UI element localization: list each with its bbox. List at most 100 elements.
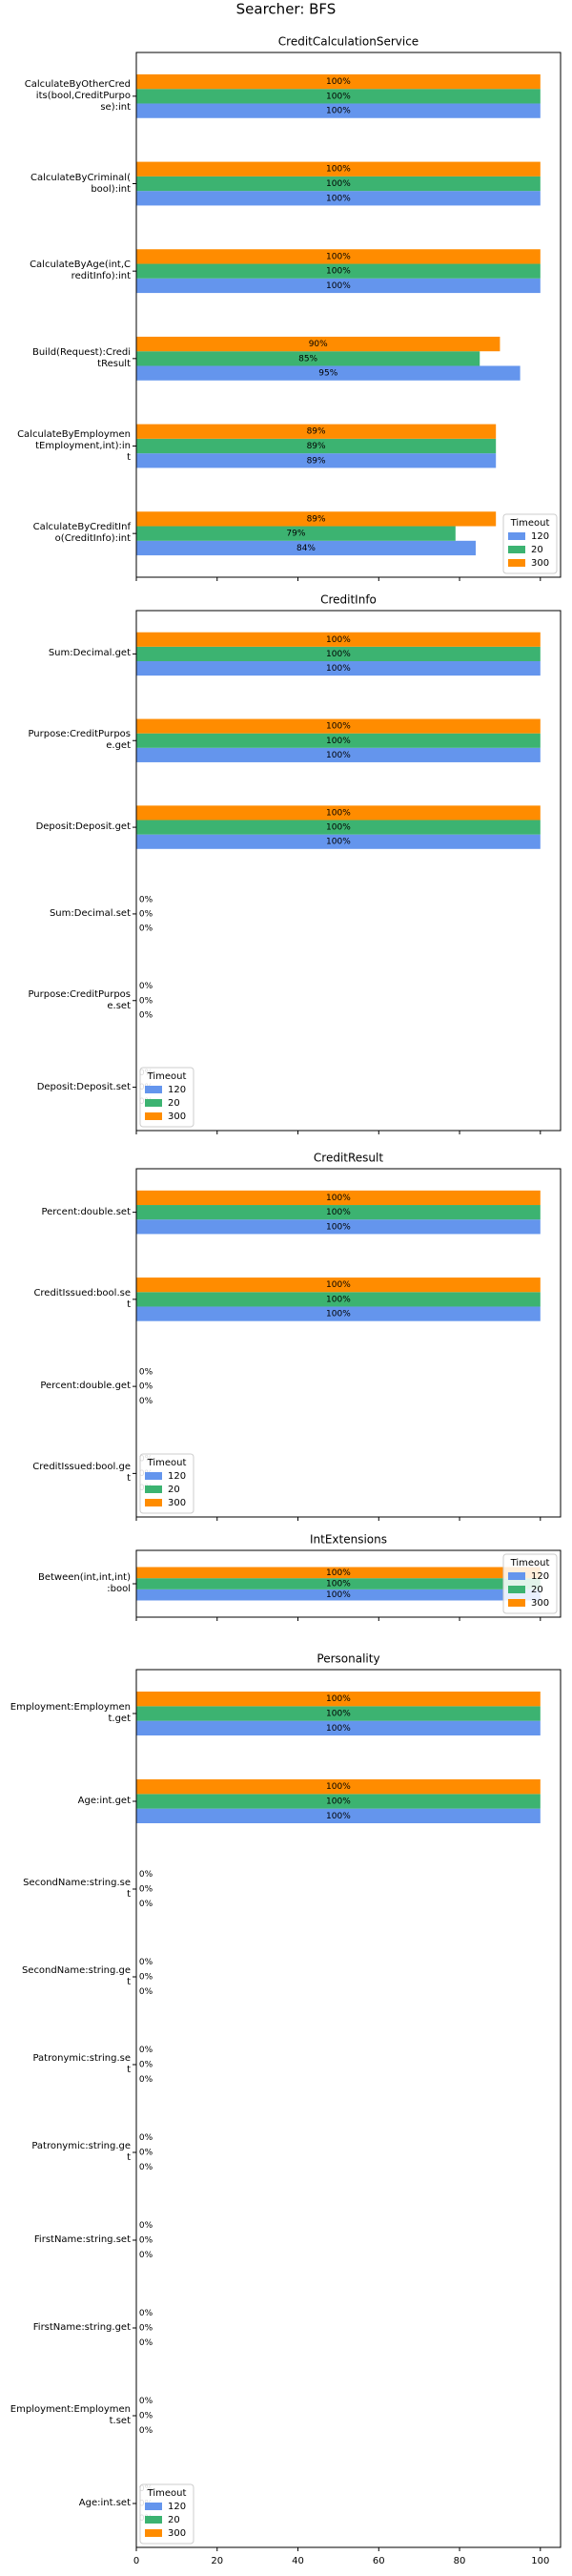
y-tick-label: Purpose:CreditPurpos e.get: [28, 729, 131, 752]
value-label: 100%: [326, 722, 351, 732]
y-tick-label: CreditIssued:bool.ge t: [32, 1462, 131, 1485]
bar: [136, 1306, 541, 1321]
value-label: 0%: [139, 2075, 153, 2085]
legend-title: Timeout: [510, 1558, 550, 1568]
legend-label: 120: [168, 1471, 186, 1482]
bar: [136, 1219, 541, 1235]
legend-swatch: [145, 2529, 162, 2537]
y-tick-label: Sum:Decimal.set: [49, 907, 131, 919]
legend-label: 120: [531, 531, 549, 542]
value-label: 0%: [139, 996, 153, 1006]
bar: [136, 1567, 541, 1579]
legend-swatch: [508, 1599, 525, 1607]
legend-box: [139, 2483, 194, 2545]
value-label: 100%: [326, 77, 351, 87]
y-tick-label: Patronymic:string.ge t: [31, 2141, 131, 2163]
y-tick-label: SecondName:string.ge t: [21, 1965, 131, 1987]
bar: [136, 733, 541, 748]
legend-box: [502, 1553, 558, 1614]
value-label: 79%: [286, 530, 305, 539]
legend-swatch: [145, 1485, 162, 1493]
value-label: 100%: [326, 92, 351, 101]
bar: [136, 453, 497, 468]
value-label: 100%: [326, 1194, 351, 1203]
axes-frame: [135, 1669, 562, 2548]
legend-swatch: [145, 1472, 162, 1480]
bar: [136, 191, 541, 206]
value-label: 100%: [326, 1580, 351, 1589]
value-label: 89%: [307, 442, 326, 451]
value-label: 100%: [326, 1812, 351, 1821]
bar: [136, 1794, 541, 1809]
value-label: 0%: [139, 1987, 153, 1997]
legend-swatch: [508, 532, 525, 540]
chart-title: Personality: [317, 1652, 379, 1666]
value-label: 100%: [326, 751, 351, 760]
value-label: 84%: [296, 544, 316, 553]
axes-frame: [135, 1168, 562, 1518]
legend-swatch: [145, 1112, 162, 1120]
y-tick-label: Employment:Employmen t.set: [10, 2404, 131, 2426]
value-label: 100%: [326, 808, 351, 818]
value-label: 100%: [326, 1295, 351, 1304]
bar: [136, 1278, 541, 1293]
bar: [136, 1190, 541, 1206]
value-label: 100%: [326, 1782, 351, 1792]
value-label: 0%: [139, 982, 153, 991]
chart-title: IntExtensions: [310, 1533, 387, 1547]
axes-frame: [135, 610, 562, 1132]
y-tick-label: Age:int.set: [78, 2498, 131, 2508]
value-label: 100%: [326, 1797, 351, 1807]
x-tick-label: 60: [373, 2556, 385, 2566]
y-tick-label: Deposit:Deposit.get: [35, 821, 131, 833]
value-label: 0%: [139, 1367, 153, 1377]
bar: [136, 718, 541, 734]
y-tick-label: Age:int.get: [77, 1796, 131, 1806]
legend-label: 300: [168, 2528, 186, 2539]
legend-label: 300: [531, 1598, 549, 1609]
value-label: 0%: [139, 1885, 153, 1895]
bar: [136, 1692, 541, 1707]
legend-label: 120: [168, 2502, 186, 2512]
y-tick-label: Percent:double.set: [41, 1206, 131, 1217]
legend-label: 120: [531, 1571, 549, 1582]
value-label: 0%: [139, 2251, 153, 2260]
bar: [136, 660, 541, 676]
value-label: 100%: [326, 1710, 351, 1719]
y-tick-label: Sum:Decimal.get: [48, 648, 131, 659]
bar: [136, 336, 500, 352]
bar: [136, 834, 541, 849]
bar: [136, 424, 497, 439]
legend-swatch: [145, 1086, 162, 1093]
bar: [136, 176, 541, 192]
value-label: 0%: [139, 2149, 153, 2158]
value-label: 100%: [326, 664, 351, 674]
legend-label: 300: [531, 558, 549, 569]
axes-frame: [135, 52, 562, 578]
y-tick-label: CreditIssued:bool.se t: [33, 1287, 131, 1310]
value-label: 0%: [139, 2046, 153, 2055]
bar: [136, 438, 497, 454]
value-label: 0%: [139, 895, 153, 904]
bar: [136, 365, 521, 381]
value-label: 89%: [307, 427, 326, 437]
value-label: 100%: [326, 1694, 351, 1704]
value-label: 100%: [326, 165, 351, 175]
y-tick-label: CalculateByAge(int,C reditInfo):int: [30, 260, 131, 282]
value-label: 0%: [139, 2163, 153, 2172]
value-label: 0%: [139, 2221, 153, 2231]
value-label: 0%: [139, 909, 153, 919]
value-label: 0%: [139, 1382, 153, 1392]
value-label: 0%: [139, 2061, 153, 2070]
legend-title: Timeout: [510, 518, 550, 529]
chart-title: CreditCalculationService: [278, 35, 419, 49]
legend-label: 20: [531, 1585, 543, 1595]
y-tick-label: CalculateByCriminal( bool):int: [30, 172, 131, 195]
value-label: 100%: [326, 252, 351, 261]
bar: [136, 89, 541, 104]
bar: [136, 73, 541, 90]
legend-swatch: [145, 1499, 162, 1506]
y-tick-label: CalculateByEmploymen tEmployment,int):in…: [17, 428, 131, 463]
bar: [136, 161, 541, 177]
value-label: 0%: [139, 1973, 153, 1983]
